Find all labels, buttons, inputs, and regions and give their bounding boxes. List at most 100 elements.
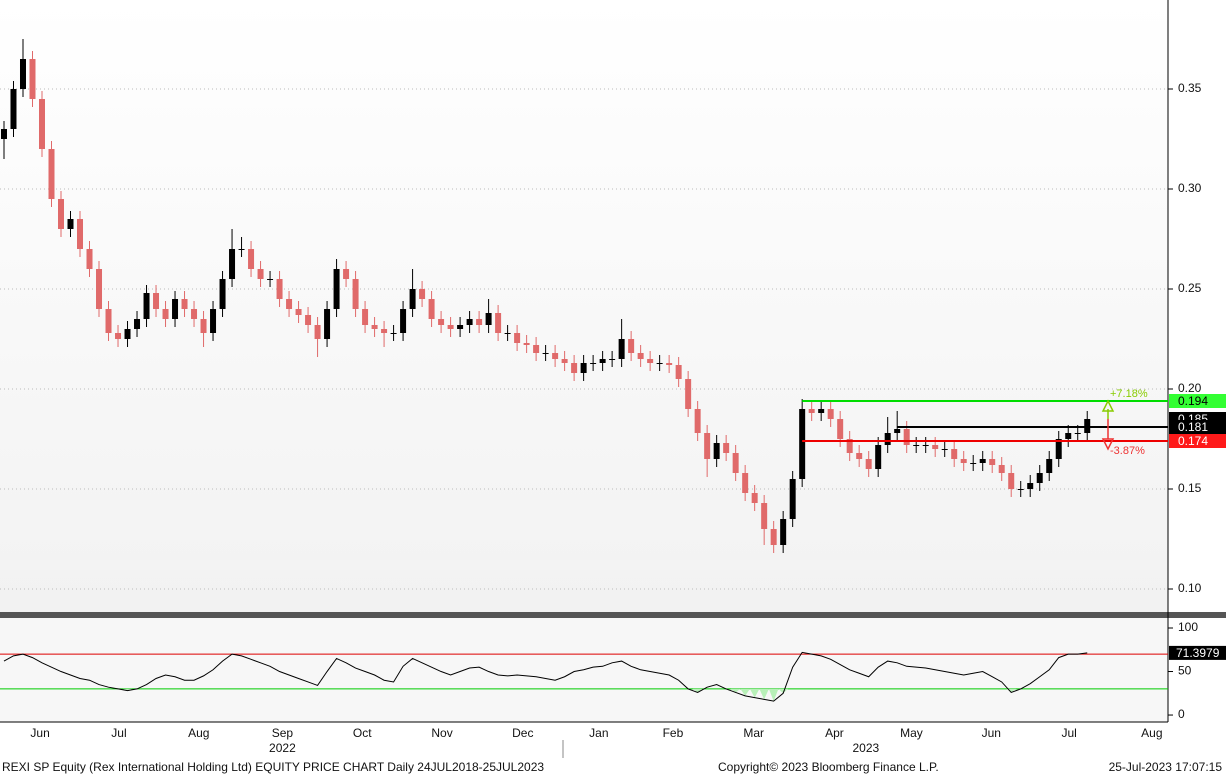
- candle-body: [286, 299, 293, 309]
- candle-body: [476, 319, 483, 325]
- level-change: +7.18%: [1110, 388, 1148, 400]
- candle-body: [343, 269, 350, 279]
- candle-body: [333, 269, 340, 309]
- candle-body: [723, 443, 730, 453]
- candle-body: [1008, 473, 1015, 489]
- candle-body: [932, 445, 939, 449]
- level-tag: 0.194: [1178, 394, 1208, 408]
- candle-body: [770, 529, 777, 545]
- x-tick-label: Jul: [1062, 726, 1077, 740]
- level-tag: 0.174: [1178, 434, 1208, 448]
- rsi-y-tick-label: 100: [1178, 620, 1198, 634]
- candle-body: [409, 289, 416, 309]
- y-tick-label: 0.25: [1178, 281, 1202, 295]
- candle-body: [124, 329, 131, 339]
- candle-body: [713, 443, 720, 459]
- candle-body: [457, 325, 464, 329]
- candle-body: [552, 353, 559, 359]
- candle-body: [751, 493, 758, 503]
- candle-body: [200, 319, 207, 333]
- candle-body: [305, 315, 312, 325]
- candle-body: [941, 449, 948, 450]
- candle-body: [884, 433, 891, 445]
- candle-body: [438, 319, 445, 325]
- candle-body: [324, 309, 331, 339]
- candle-body: [694, 409, 701, 433]
- candle-body: [970, 463, 977, 464]
- candle-body: [618, 339, 625, 359]
- y-tick-label: 0.10: [1178, 581, 1202, 595]
- candle-body: [67, 219, 74, 229]
- candle-body: [808, 409, 815, 413]
- candle-body: [48, 149, 55, 199]
- candle-body: [989, 459, 996, 465]
- candle-body: [219, 279, 226, 309]
- candle-body: [172, 299, 179, 319]
- candle-body: [0, 129, 7, 139]
- x-tick-label: Jan: [589, 726, 608, 740]
- candle-body: [19, 59, 26, 89]
- candle-body: [789, 479, 796, 519]
- candle-body: [1046, 459, 1053, 473]
- candle-body: [875, 445, 882, 469]
- candle-body: [77, 219, 84, 249]
- candle-body: [1036, 473, 1043, 483]
- level-tag-bg: [1169, 434, 1226, 448]
- candle-body: [761, 503, 768, 529]
- candle-body: [419, 289, 426, 299]
- candle-body: [257, 269, 264, 279]
- y-tick-label: 0.15: [1178, 481, 1202, 495]
- candle-body: [134, 319, 141, 329]
- panel-divider: [0, 612, 1226, 618]
- footer-left: REXI SP Equity (Rex International Holdin…: [2, 760, 544, 774]
- candle-body: [656, 363, 663, 364]
- candle-body: [913, 445, 920, 446]
- candle-body: [514, 333, 521, 343]
- y-tick-label: 0.30: [1178, 181, 1202, 195]
- candle-body: [352, 279, 359, 309]
- candle-body: [780, 519, 787, 545]
- y-tick-label: 0.20: [1178, 381, 1202, 395]
- candle-body: [1074, 433, 1081, 434]
- x-tick-label: Jul: [111, 726, 126, 740]
- rsi-tag-bg: [1169, 645, 1226, 660]
- candle-body: [951, 449, 958, 459]
- y-tick-label: 0.35: [1178, 81, 1202, 95]
- rsi-line: [3, 651, 1088, 702]
- level-tag-bg: [1169, 420, 1226, 434]
- candle-body: [381, 329, 388, 333]
- candle-body: [371, 325, 378, 329]
- candle-body: [314, 325, 321, 339]
- x-tick-label: Mar: [743, 726, 764, 740]
- candle-body: [647, 359, 654, 363]
- candle-body: [96, 269, 103, 309]
- candle-body: [894, 429, 901, 433]
- candle-body: [162, 309, 169, 319]
- candle-body: [590, 363, 597, 364]
- candle-body: [523, 343, 530, 345]
- candle-body: [295, 309, 302, 315]
- candle-body: [29, 59, 36, 99]
- x-tick-label: Nov: [431, 726, 452, 740]
- candle-body: [846, 439, 853, 453]
- candle-body: [229, 249, 236, 279]
- x-tick-label: May: [900, 726, 923, 740]
- candle-body: [504, 333, 511, 334]
- candle-body: [10, 89, 17, 129]
- rsi-last-tag: 71.3979: [1176, 646, 1220, 660]
- candle-body: [238, 249, 245, 250]
- candle-body: [979, 459, 986, 463]
- candle-body: [362, 309, 369, 325]
- candle-body: [704, 433, 711, 459]
- candle-body: [580, 363, 587, 373]
- candle-body: [153, 293, 160, 309]
- candle-body: [86, 249, 93, 269]
- candle-body: [1017, 489, 1024, 490]
- candle-body: [732, 453, 739, 473]
- candle-body: [685, 379, 692, 409]
- candle-body: [542, 353, 549, 354]
- level-tag: 0.181: [1178, 420, 1208, 434]
- candle-body: [799, 409, 806, 479]
- year-label: 2023: [852, 741, 879, 755]
